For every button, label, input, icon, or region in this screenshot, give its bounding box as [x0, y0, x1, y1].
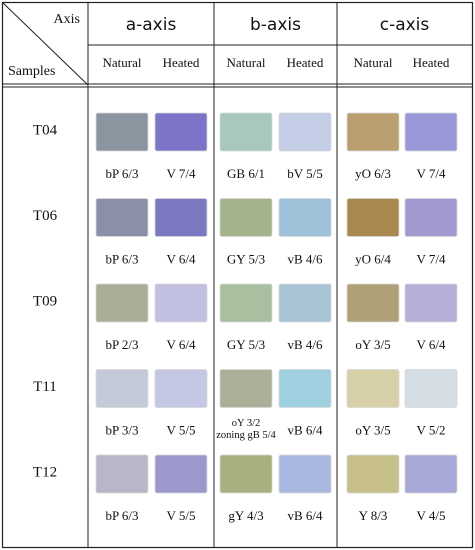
- samples-label: Samples: [8, 64, 55, 79]
- color-code: bP 6/3: [105, 508, 138, 523]
- sub-header: Heated: [287, 55, 324, 70]
- sample-photo: [346, 454, 400, 494]
- color-code: gY 4/3: [228, 508, 263, 523]
- color-code: V 5/2: [416, 422, 445, 437]
- sub-header: Natural: [103, 55, 142, 70]
- group-header: b-axis: [250, 15, 301, 35]
- color-code: GY 5/3: [227, 251, 265, 266]
- sample-photo: [404, 112, 458, 152]
- color-code: bP 6/3: [105, 251, 138, 266]
- color-code: bP 6/3: [105, 166, 138, 181]
- sample-photo: [404, 369, 458, 408]
- sample-photo: [95, 112, 149, 152]
- sample-photo: [346, 198, 400, 237]
- sample-photo: [95, 198, 149, 237]
- group-header: c-axis: [380, 15, 430, 35]
- sample-photo: [219, 112, 273, 152]
- sample-id: T04: [33, 122, 58, 138]
- color-code: V 6/4: [166, 251, 196, 266]
- sub-header: Natural: [354, 55, 393, 70]
- sample-photo: [219, 454, 273, 494]
- color-code: oY 3/5: [355, 337, 390, 352]
- sample-photo: [219, 283, 273, 323]
- color-code: vB 4/6: [287, 337, 323, 352]
- sample-id: T12: [33, 464, 57, 480]
- color-code: vB 6/4: [287, 508, 323, 523]
- color-code: yO 6/3: [355, 166, 391, 181]
- color-code: V 6/4: [166, 337, 196, 352]
- sample-photo: [154, 198, 208, 237]
- sample-photo: [95, 454, 149, 494]
- sample-id: T06: [33, 208, 58, 224]
- sample-photo: [95, 369, 149, 408]
- sub-header: Natural: [227, 55, 266, 70]
- sample-photo: [278, 112, 332, 152]
- color-code: V 4/5: [416, 508, 445, 523]
- sample-photo: [219, 198, 273, 237]
- group-header: a-axis: [126, 15, 177, 35]
- color-code: oY 3/5: [355, 422, 390, 437]
- sample-id: T09: [33, 293, 57, 309]
- color-code: bP 2/3: [105, 337, 138, 352]
- sample-id: T11: [33, 379, 57, 395]
- sample-photo: [404, 283, 458, 323]
- color-code: V 5/5: [166, 422, 195, 437]
- sample-photo: [404, 198, 458, 237]
- sample-photo: [346, 283, 400, 323]
- sample-photo: [154, 283, 208, 323]
- sample-photo: [278, 369, 332, 408]
- color-code: vB 4/6: [287, 251, 323, 266]
- sample-photo: [278, 198, 332, 237]
- color-code: V 7/4: [416, 251, 446, 266]
- sample-photo: [278, 454, 332, 494]
- color-code: V 7/4: [416, 166, 446, 181]
- color-code: zoning gB 5/4: [216, 430, 276, 441]
- color-code: GB 6/1: [227, 166, 265, 181]
- sample-photo: [278, 283, 332, 323]
- sub-header: Heated: [413, 55, 450, 70]
- sample-photo: [346, 369, 400, 408]
- sub-header: Heated: [163, 55, 200, 70]
- color-code: V 7/4: [166, 166, 196, 181]
- color-code: Y 8/3: [359, 508, 388, 523]
- color-code: oY 3/2: [232, 418, 261, 429]
- sample-photo: [154, 369, 208, 408]
- color-code: V 5/5: [166, 508, 195, 523]
- color-code: GY 5/3: [227, 337, 265, 352]
- color-code: V 6/4: [416, 337, 446, 352]
- sample-photo: [154, 454, 208, 494]
- sample-photo: [154, 112, 208, 152]
- axis-label: Axis: [54, 12, 80, 27]
- color-code: vB 6/4: [287, 422, 323, 437]
- sample-photo: [404, 454, 458, 494]
- sample-photo: [346, 112, 400, 152]
- color-code: bV 5/5: [287, 166, 323, 181]
- color-code: yO 6/4: [355, 251, 391, 266]
- sample-photo: [219, 369, 273, 408]
- diagonal-rule: [2, 2, 89, 86]
- sample-photo: [95, 283, 149, 323]
- color-code: bP 3/3: [105, 422, 138, 437]
